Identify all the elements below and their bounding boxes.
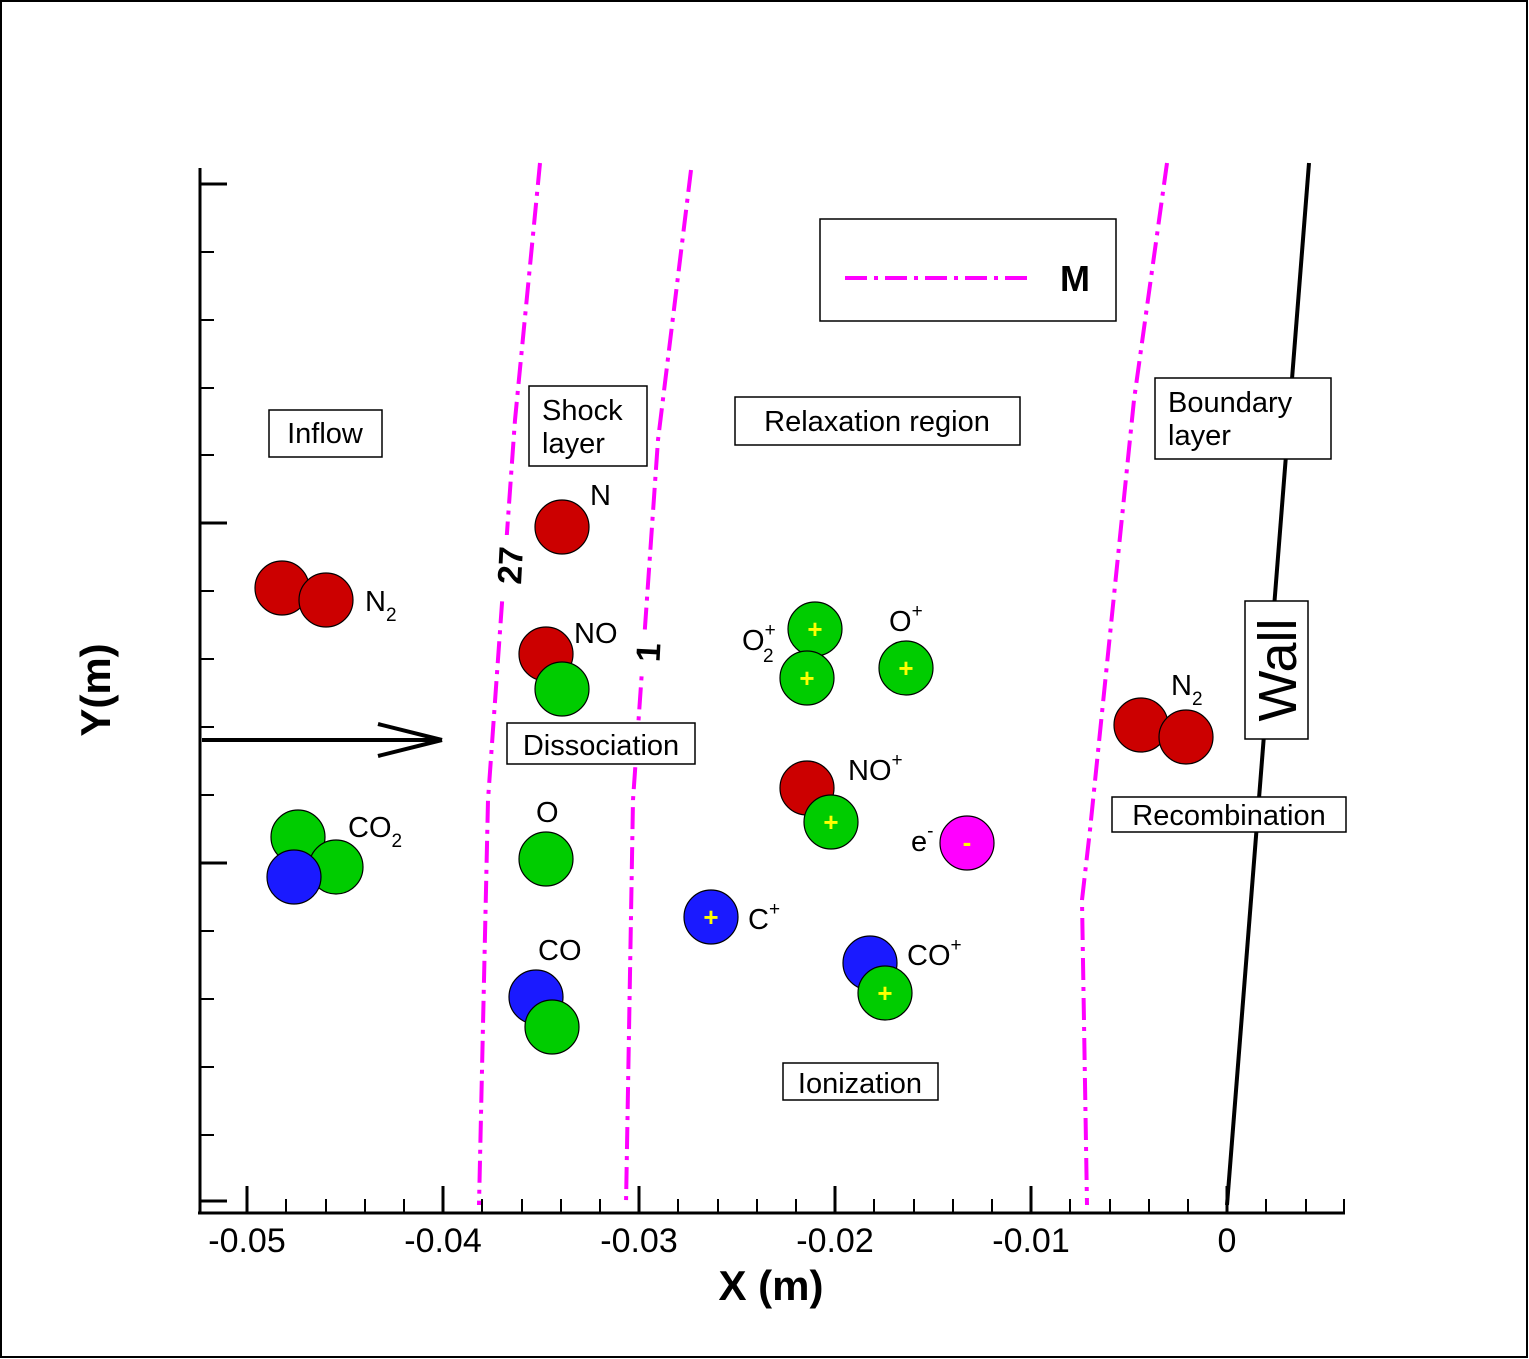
mach-contour-line [477,162,542,1206]
species-label-co: CO [538,935,582,967]
wall-label: Wall [1248,619,1308,722]
species-label-co-ion: CO+ [907,935,962,972]
y-axis-title: Y(m) [72,643,119,736]
species-label-no-ion: NO+ [848,750,903,787]
species-label-c-ion: C+ [748,899,780,936]
minus-sign: - [963,827,972,857]
species-label-n2-wall: N2 [1171,670,1203,710]
dissociation-label: Dissociation [523,730,679,762]
molecule-co-ion [842,935,913,1021]
species-label-o2-ion: O+ 2 [742,620,776,667]
plus-sign: + [823,807,838,837]
mach-contour-line [624,169,693,1206]
x-tick-label: -0.01 [992,1222,1070,1260]
shock-layer-label-line2: layer [542,428,605,460]
x-tick-label: -0.04 [404,1222,482,1260]
recombination-box [1111,796,1347,833]
plus-sign: + [799,663,814,693]
atom-o [518,831,574,887]
legend-box [819,218,1117,322]
species-label-o-ion: O+ [889,601,923,638]
dissociation-box [506,722,696,765]
ion-o [878,640,934,696]
y-axis [198,168,227,1214]
ion-c [683,889,739,945]
contour-label-1: 1 [630,642,669,663]
x-tick-label: -0.03 [600,1222,678,1260]
legend-label: M [1060,258,1090,299]
ionization-label: Ionization [798,1068,922,1100]
boundary-layer-label-line2: layer [1168,420,1231,452]
plus-sign: + [703,902,718,932]
x-tick-label: -0.05 [208,1222,286,1260]
legend: M [819,218,1117,322]
boundary-layer-box [1154,377,1332,460]
inflow-arrow [202,722,443,758]
species-label-o: O [536,797,559,829]
species-label-n: N [590,480,611,512]
species-label-co2: CO2 [348,812,402,852]
molecule-co [508,969,580,1055]
shock-layer-box [528,385,648,467]
relaxation-label: Relaxation region [764,406,990,438]
molecule-o2-ion [779,601,843,706]
electron [939,815,995,871]
plus-sign: + [898,653,913,683]
x-tick-label: 0 [1218,1222,1237,1260]
molecule-no-ion [779,760,859,850]
species-label-n2-inflow: N2 [365,586,397,626]
molecule-no [518,626,590,717]
x-axis-title: X (m) [719,1262,824,1309]
atom-n [534,499,590,555]
molecule-co2 [266,809,364,905]
boundary-layer-label-line1: Boundary [1168,387,1293,419]
shock-layer-label-line1: Shock [542,395,623,427]
recombination-label: Recombination [1132,800,1325,832]
inflow-label: Inflow [287,418,364,450]
contour-label-bg [630,632,666,672]
relaxation-box [734,396,1021,446]
inflow-box [268,409,383,458]
species-label-no: NO [574,618,618,650]
x-tick-label: -0.02 [796,1222,874,1260]
mach-contour-line [1079,162,1169,1206]
plus-sign: + [807,614,822,644]
contour-label-bg [490,535,528,597]
wall-box [1244,600,1309,740]
plus-sign: + [877,978,892,1008]
molecule-n2-wall [1113,697,1214,765]
species-label-electron: e- [911,821,933,858]
x-axis [198,1186,1345,1215]
contour-label-27: 27 [491,546,531,586]
molecule-n2-inflow [254,560,354,628]
ionization-box [782,1062,939,1101]
